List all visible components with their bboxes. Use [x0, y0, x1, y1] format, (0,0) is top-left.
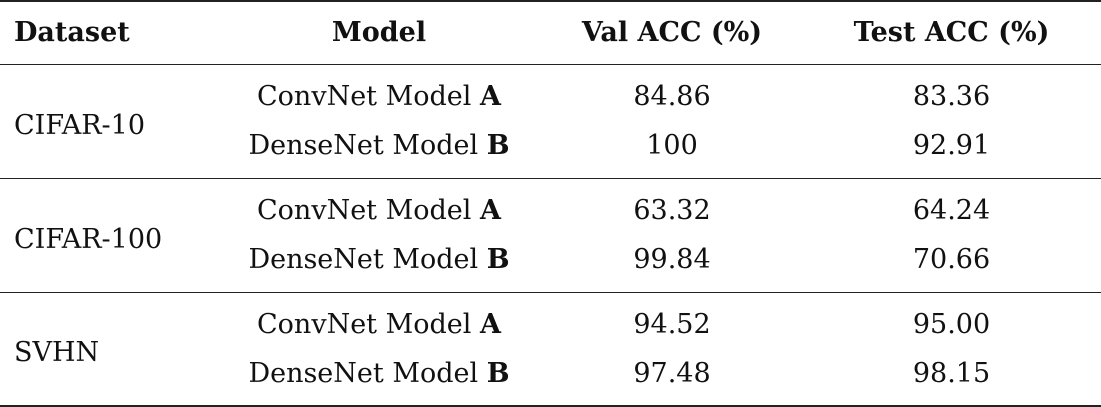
header-val-acc: Val ACC (%): [581, 17, 763, 49]
test-acc-cell: 70.66: [912, 243, 991, 275]
val-acc-cell: 100: [646, 129, 698, 161]
model-name: DenseNet Model: [248, 129, 479, 161]
dataset-cell: CIFAR-10: [14, 109, 146, 141]
dataset-cell: CIFAR-100: [14, 223, 163, 255]
header-dataset: Dataset: [14, 17, 130, 49]
table-row: SVHN ConvNet Model A 94.52 95.00: [0, 292, 1101, 366]
group-svhn: SVHN ConvNet Model A 94.52 95.00 DenseNe…: [0, 292, 1101, 406]
val-acc-cell: 84.86: [633, 81, 711, 113]
test-acc-cell: 92.91: [912, 129, 991, 161]
header-row: Dataset Model Val ACC (%) Test ACC (%): [0, 1, 1101, 64]
group-cifar-10: CIFAR-10 ConvNet Model A 84.86 83.36 Den…: [0, 64, 1101, 178]
model-letter: B: [486, 129, 510, 161]
val-acc-cell: 99.84: [633, 243, 711, 275]
val-acc-cell: 97.48: [633, 357, 711, 389]
model-letter: A: [480, 309, 501, 341]
model-letter: B: [486, 357, 510, 389]
table-row: CIFAR-10 ConvNet Model A 84.86 83.36: [0, 64, 1101, 139]
table-row: CIFAR-100 ConvNet Model A 63.32 64.24: [0, 178, 1101, 253]
header-test-acc: Test ACC (%): [853, 17, 1050, 49]
model-cell: DenseNet Model B: [216, 349, 542, 406]
test-acc-cell: 83.36: [912, 81, 991, 113]
model-cell: ConvNet Model A: [216, 178, 542, 235]
model-name: DenseNet Model: [248, 357, 479, 389]
table-row: DenseNet Model B 99.84 70.66: [0, 235, 1101, 292]
val-acc-cell: 63.32: [633, 195, 711, 227]
test-acc-cell: 98.15: [912, 357, 991, 389]
model-name: DenseNet Model: [248, 243, 479, 275]
model-name: ConvNet Model: [257, 309, 472, 341]
group-cifar-100: CIFAR-100 ConvNet Model A 63.32 64.24 De…: [0, 178, 1101, 292]
dataset-cell: SVHN: [14, 337, 100, 369]
model-name: ConvNet Model: [257, 81, 472, 113]
table-header: Dataset Model Val ACC (%) Test ACC (%): [0, 1, 1101, 64]
model-letter: B: [486, 243, 510, 275]
val-acc-cell: 94.52: [633, 309, 711, 341]
model-cell: DenseNet Model B: [216, 121, 542, 178]
model-name: ConvNet Model: [257, 195, 472, 227]
model-cell: DenseNet Model B: [216, 235, 542, 292]
table-row: DenseNet Model B 100 92.91: [0, 121, 1101, 178]
model-cell: ConvNet Model A: [216, 64, 542, 121]
test-acc-cell: 95.00: [912, 309, 991, 341]
header-model: Model: [331, 17, 427, 49]
model-letter: A: [480, 81, 501, 113]
test-acc-cell: 64.24: [912, 195, 991, 227]
model-letter: A: [480, 195, 501, 227]
model-cell: ConvNet Model A: [216, 292, 542, 349]
